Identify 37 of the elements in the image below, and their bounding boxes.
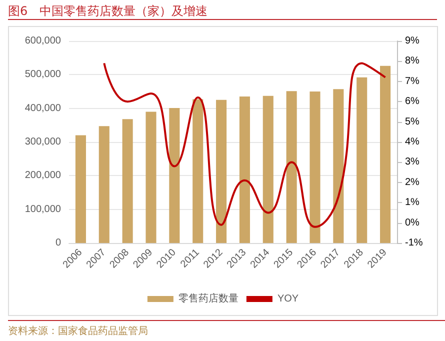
y-tick-label: 600,000 (24, 36, 62, 46)
bar (333, 89, 344, 243)
y-tick-label: 200,000 (24, 170, 62, 182)
text: 资料来源：国家食品药品监管局 (8, 324, 148, 338)
bar (98, 126, 110, 243)
y2-tick-label: 8% (405, 56, 420, 67)
y2-tick-label: -1% (405, 238, 423, 248)
chart-title: 图6 中国零售药店数量（家）及增速 (8, 3, 208, 20)
bar (169, 108, 180, 243)
bar (356, 77, 368, 243)
bar (192, 99, 204, 243)
y2-tick-label: 6% (405, 96, 420, 108)
y2-tick-label: 2% (405, 176, 420, 188)
bar (286, 91, 297, 243)
bar (216, 100, 227, 243)
y2-tick-label: 4% (405, 136, 420, 148)
y2-tick-label: 7% (405, 76, 420, 87)
bar (310, 92, 320, 243)
bar (75, 135, 86, 243)
y-tick-label: 300,000 (24, 136, 62, 148)
y-tick-label: 0 (55, 238, 62, 248)
bar (380, 66, 391, 243)
y2-tick-label: 0% (405, 217, 420, 228)
y2-tick-label: 1% (405, 197, 420, 208)
line-series (103, 62, 386, 228)
legend-label: YOY (277, 294, 299, 304)
y2-tick-label: 9% (405, 36, 420, 46)
y-tick-label: 500,000 (24, 69, 62, 80)
bar (122, 119, 133, 243)
bar (262, 96, 274, 243)
y-tick-label: 400,000 (24, 102, 62, 114)
bar (146, 112, 156, 243)
y2-tick-label: 3% (405, 156, 420, 168)
legend-label: 零售药店数量 (178, 292, 238, 304)
y2-tick-label: 5% (405, 116, 420, 128)
y-tick-label: 100,000 (24, 204, 62, 215)
bar (239, 96, 250, 243)
